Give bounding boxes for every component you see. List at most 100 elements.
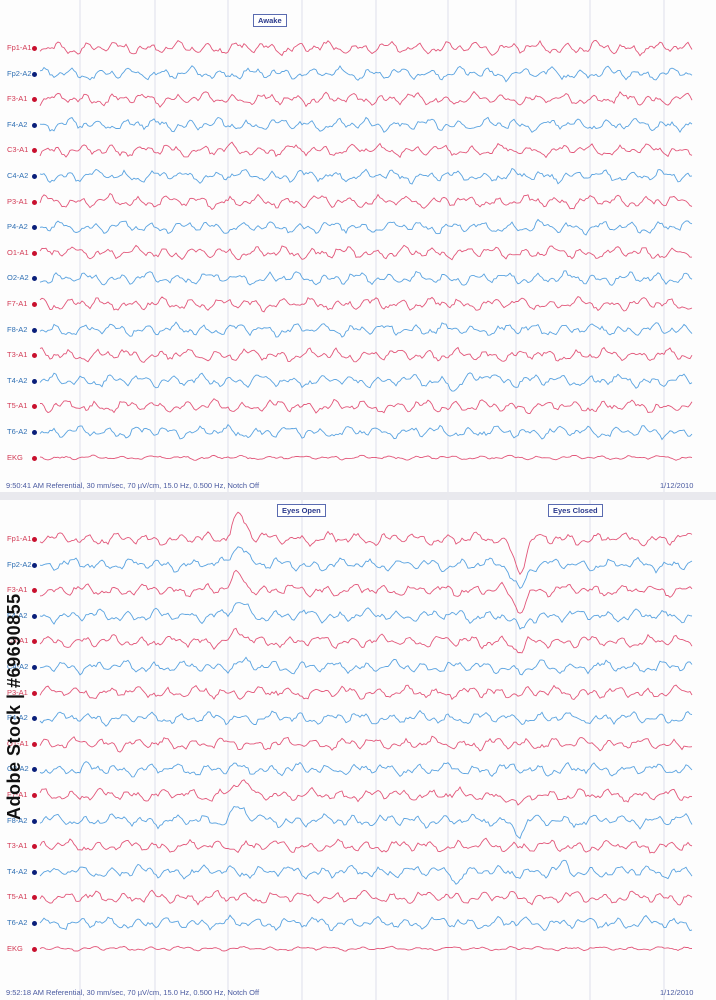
marker-eyes-closed: Eyes Closed: [548, 504, 603, 517]
channel-label: T5-A1: [7, 892, 28, 902]
channel-label: P3-A1: [7, 687, 28, 697]
channel-electrode-dot: [32, 716, 37, 722]
eeg-trace-p3-a1: [39, 684, 693, 701]
eeg-trace-c3-a1: [39, 627, 693, 654]
channel-electrode-dot: [32, 148, 37, 154]
channel-label: F7-A1: [7, 790, 28, 799]
channel-electrode-dot: [32, 455, 37, 461]
eeg-trace-o1-a1: [39, 244, 693, 261]
channel-label: P4-A2: [7, 222, 28, 232]
channel-label: F4-A2: [7, 610, 28, 620]
eeg-trace-o2-a2: [39, 761, 693, 778]
panel-divider: [0, 492, 716, 500]
channel-electrode-dot: [32, 639, 37, 645]
channel-electrode-dot: [32, 404, 37, 410]
channel-electrode-dot: [32, 225, 37, 231]
channel-label: Fp2-A2: [7, 68, 32, 78]
eeg-trace-p4-a2: [39, 709, 693, 727]
channel-label: F8-A2: [7, 324, 28, 334]
eeg-trace-c4-a2: [39, 656, 693, 676]
channel-label: O1-A1: [7, 247, 29, 257]
channel-label: O2-A2: [7, 273, 29, 283]
channel-label: C3-A1: [7, 636, 29, 646]
eeg-trace-c3-a1: [39, 141, 693, 159]
channel-electrode-dot: [32, 537, 37, 542]
channel-electrode-dot: [32, 613, 37, 619]
channel-electrode-dot: [32, 869, 37, 875]
eeg-trace-fp1-a1: [39, 39, 693, 57]
eeg-trace-f3-a1: [39, 90, 693, 108]
channel-electrode-dot: [32, 302, 37, 307]
eeg-panel-awake: Awake Fp1-A1 Fp2-A2 F3-A1 F4-A2 C3-A1 C4-A2 P3…: [0, 0, 716, 492]
channel-electrode-dot: [32, 562, 37, 568]
eeg-trace-f4-a2: [39, 602, 693, 630]
channel-label: T4-A2: [7, 375, 28, 385]
eeg-trace-p3-a1: [39, 192, 693, 211]
eeg-trace-f3-a1: [39, 569, 693, 614]
recording-date-top: 1/12/2010: [660, 481, 694, 490]
channel-label: O1-A1: [7, 738, 29, 748]
eeg-traces-bottom: [39, 500, 693, 1000]
channel-electrode-dot: [32, 818, 37, 824]
channel-label: T6-A2: [7, 427, 28, 436]
channel-label: F3-A1: [7, 94, 28, 104]
eeg-trace-t5-a1: [39, 889, 693, 906]
eeg-trace-fp2-a2: [39, 546, 693, 590]
channel-electrode-dot: [32, 588, 37, 594]
marker-eyes-open: Eyes Open: [277, 504, 326, 517]
channel-label: C3-A1: [7, 145, 29, 155]
channel-electrode-dot: [32, 793, 37, 798]
stock-watermark: Adobe Stock | #69690855: [4, 593, 24, 820]
eeg-trace-t3-a1: [39, 837, 693, 854]
channel-label: EKG: [7, 452, 23, 462]
channel-electrode-dot: [32, 921, 37, 926]
channel-electrode-dot: [32, 690, 37, 696]
eeg-trace-fp2-a2: [39, 65, 693, 83]
eeg-trace-t6-a2: [39, 914, 693, 932]
channel-electrode-dot: [32, 199, 37, 205]
channel-electrode-dot: [32, 430, 37, 435]
channel-label: T3-A1: [7, 841, 28, 851]
recording-settings-top: 9:50:41 AM Referential, 30 mm/sec, 70 µV…: [6, 481, 260, 490]
channel-label: P3-A1: [7, 196, 28, 206]
channel-electrode-dot: [32, 767, 37, 773]
eeg-trace-f7-a1: [39, 779, 693, 806]
eeg-trace-o1-a1: [39, 735, 693, 753]
channel-electrode-dot: [32, 122, 37, 128]
channel-label: EKG: [7, 943, 23, 953]
channel-label: Fp1-A1: [7, 534, 32, 543]
eeg-trace-o2-a2: [39, 270, 693, 286]
channel-label: F3-A1: [7, 585, 28, 595]
channel-label: T4-A2: [7, 866, 28, 876]
channel-electrode-dot: [32, 97, 37, 103]
channel-label: Fp2-A2: [7, 559, 32, 569]
eeg-traces-top: [39, 0, 693, 492]
channel-electrode-dot: [32, 378, 37, 384]
channel-label: Fp1-A1: [7, 43, 32, 52]
channel-label: F8-A2: [7, 815, 28, 825]
channel-label: T6-A2: [7, 918, 28, 927]
eeg-trace-fp1-a1: [39, 511, 693, 576]
channel-electrode-dot: [32, 250, 37, 256]
eeg-trace-ekg: [39, 454, 693, 461]
channel-electrode-dot: [32, 665, 37, 670]
channel-label: O2-A2: [7, 764, 29, 774]
channel-electrode-dot: [32, 844, 37, 850]
channel-electrode-dot: [32, 174, 37, 179]
eeg-panel-eyes: Eyes Open Eyes Closed Fp1-A1 Fp2-A2 F3-A1 F…: [0, 500, 716, 1000]
channel-electrode-dot: [32, 741, 37, 747]
marker-awake: Awake: [253, 14, 287, 27]
channel-label: T3-A1: [7, 350, 28, 360]
eeg-trace-f4-a2: [39, 116, 693, 133]
eeg-trace-t3-a1: [39, 346, 693, 363]
eeg-trace-f8-a2: [39, 805, 693, 840]
channel-label: C4-A2: [7, 662, 29, 671]
channel-electrode-dot: [32, 946, 37, 952]
channel-label: F7-A1: [7, 299, 28, 308]
channel-electrode-dot: [32, 46, 37, 51]
recording-date-bottom: 1/12/2010: [660, 988, 694, 997]
eeg-trace-f7-a1: [39, 296, 693, 313]
channel-electrode-dot: [32, 71, 37, 77]
channel-electrode-dot: [32, 895, 37, 901]
eeg-trace-t4-a2: [39, 859, 693, 885]
